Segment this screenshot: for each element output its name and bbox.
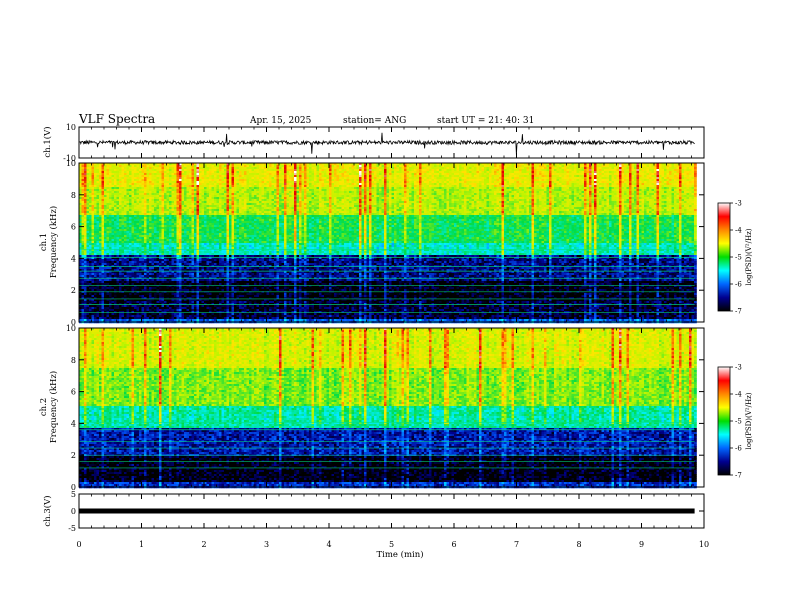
ch3-tick-label: 5	[71, 490, 76, 499]
figure-title: VLF Spectra	[78, 112, 155, 126]
colorbar-gradient	[718, 367, 730, 475]
ch3-tick-label: 0	[71, 507, 76, 516]
time-tick-label: 8	[576, 540, 581, 549]
ch2-spec-ylabel-channel: ch.2	[39, 398, 49, 416]
station-label: station= ANG	[343, 116, 406, 126]
ch1-spec-ylabel-channel: ch.1	[39, 233, 49, 251]
time-tick-label: 10	[699, 540, 709, 549]
colorbar-label: log(PSD)(V²/Hz)	[745, 228, 753, 285]
ch3-trace	[79, 509, 695, 514]
ch1-tick-label: 10	[66, 123, 76, 132]
ch1-spec-tick-label: 6	[71, 223, 76, 232]
time-tick-label: 1	[139, 540, 144, 549]
time-axis-label: Time (min)	[376, 549, 423, 560]
ch1-spectrogram-image	[79, 163, 697, 323]
ch1-spec-tick-label: 4	[71, 254, 76, 263]
ch2-spec-tick-label: 8	[71, 356, 76, 365]
ch3-ylabel: ch.3(V)	[42, 495, 53, 526]
colorbar-ch1: -3 -4 -5 -6 -7 log(PSD)(V²/Hz)	[718, 200, 753, 316]
time-tick-label: 6	[451, 540, 456, 549]
colorbar-tick-label: -4	[735, 391, 742, 399]
ch1-spec-tick-label: 2	[71, 286, 76, 295]
time-tick-label: 4	[326, 540, 331, 549]
colorbar-tick-label: -6	[735, 281, 742, 289]
colorbar-tick-label: -3	[735, 364, 742, 372]
colorbar-gradient	[718, 203, 730, 311]
time-tick-label: 0	[76, 540, 81, 549]
colorbar-tick-label: -5	[735, 418, 742, 426]
ch1-spec-tick-label: 10	[66, 159, 76, 168]
date-label: Apr. 15, 2025	[249, 116, 312, 126]
colorbar-ch2: -3 -4 -5 -6 -7 log(PSD)(V²/Hz)	[718, 364, 753, 480]
time-tick-label: 7	[514, 540, 519, 549]
ch1-spec-tick-label: 8	[71, 191, 76, 200]
time-tick-label: 9	[639, 540, 644, 549]
time-tick-label: 2	[201, 540, 206, 549]
colorbar-tick-label: -7	[735, 472, 742, 480]
ch3-tick-label: -5	[68, 524, 76, 533]
ch2-spec-ylabel-frequency: Frequency (kHz)	[48, 371, 59, 443]
ch1-ylabel: ch.1(V)	[42, 126, 53, 157]
ch2-spectrogram-image	[79, 328, 697, 488]
ch2-spec-tick-label: 10	[66, 324, 76, 333]
colorbar-tick-label: -4	[735, 227, 742, 235]
colorbar-tick-label: -3	[735, 200, 742, 208]
ch2-spec-tick-label: 4	[71, 419, 76, 428]
colorbar-label: log(PSD)(V²/Hz)	[745, 392, 753, 449]
colorbar-tick-label: -6	[735, 445, 742, 453]
time-tick-label: 3	[264, 540, 269, 549]
ch2-spec-tick-label: 6	[71, 388, 76, 397]
start-ut-label: start UT = 21: 40: 31	[437, 116, 534, 126]
colorbar-tick-label: -7	[735, 308, 742, 316]
colorbar-tick-label: -5	[735, 254, 742, 262]
time-tick-label: 5	[389, 540, 394, 549]
ch1-spec-ylabel-frequency: Frequency (kHz)	[48, 206, 59, 278]
ch2-spec-tick-label: 2	[71, 451, 76, 460]
